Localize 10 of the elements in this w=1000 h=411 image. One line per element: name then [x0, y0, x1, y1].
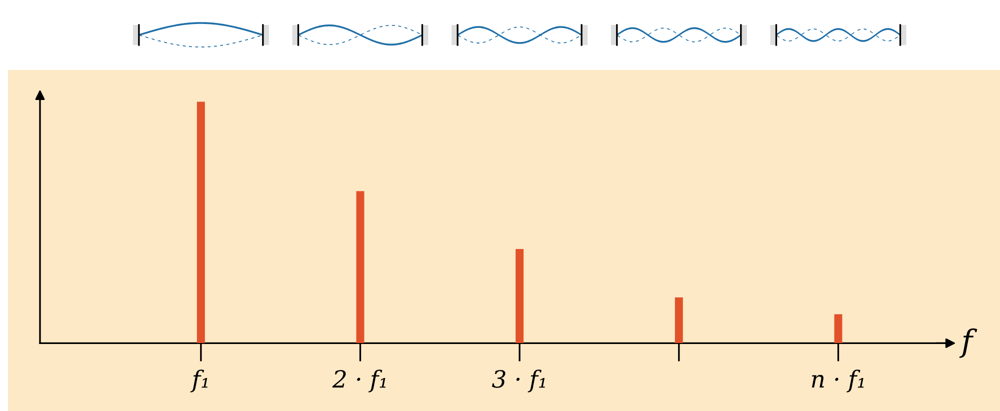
x-tick-label: n · f₁: [812, 370, 864, 392]
bar: [196, 102, 205, 344]
x-tick-label: 3 · f₁: [492, 370, 545, 392]
x-axis-title: f: [959, 328, 978, 358]
x-tick-label: 2 · f₁: [332, 370, 386, 392]
x-tick-label: f₁: [190, 370, 208, 392]
bar: [834, 314, 842, 344]
bar: [674, 297, 683, 344]
bar: [516, 249, 524, 344]
bar: [356, 191, 364, 344]
